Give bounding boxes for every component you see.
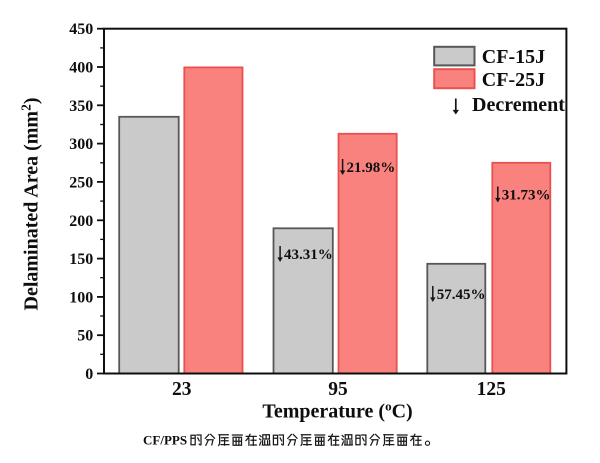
svg-text:57.45%: 57.45% xyxy=(437,287,486,303)
svg-text:400: 400 xyxy=(69,60,93,77)
svg-text:125: 125 xyxy=(477,379,507,400)
svg-text:Delaminated Area (mm2): Delaminated Area (mm2) xyxy=(19,97,43,310)
svg-text:23: 23 xyxy=(172,379,192,400)
svg-text:CF-25J: CF-25J xyxy=(482,69,545,91)
svg-text:0: 0 xyxy=(85,366,93,383)
svg-text:250: 250 xyxy=(69,174,93,191)
svg-text:350: 350 xyxy=(69,98,93,115)
svg-text:200: 200 xyxy=(69,213,93,230)
svg-text:450: 450 xyxy=(69,21,93,38)
svg-text:300: 300 xyxy=(69,136,93,153)
svg-text:CF-15J: CF-15J xyxy=(482,46,545,68)
svg-text:21.98%: 21.98% xyxy=(347,160,396,176)
svg-text:100: 100 xyxy=(69,289,93,306)
svg-text:43.31%: 43.31% xyxy=(284,247,333,263)
svg-text:CF/PPS: CF/PPS xyxy=(143,432,187,447)
svg-text:50: 50 xyxy=(77,328,93,345)
svg-text:31.73%: 31.73% xyxy=(502,187,551,203)
svg-text:150: 150 xyxy=(69,251,93,268)
svg-text:Decrement: Decrement xyxy=(472,94,565,116)
svg-text:95: 95 xyxy=(328,379,348,400)
